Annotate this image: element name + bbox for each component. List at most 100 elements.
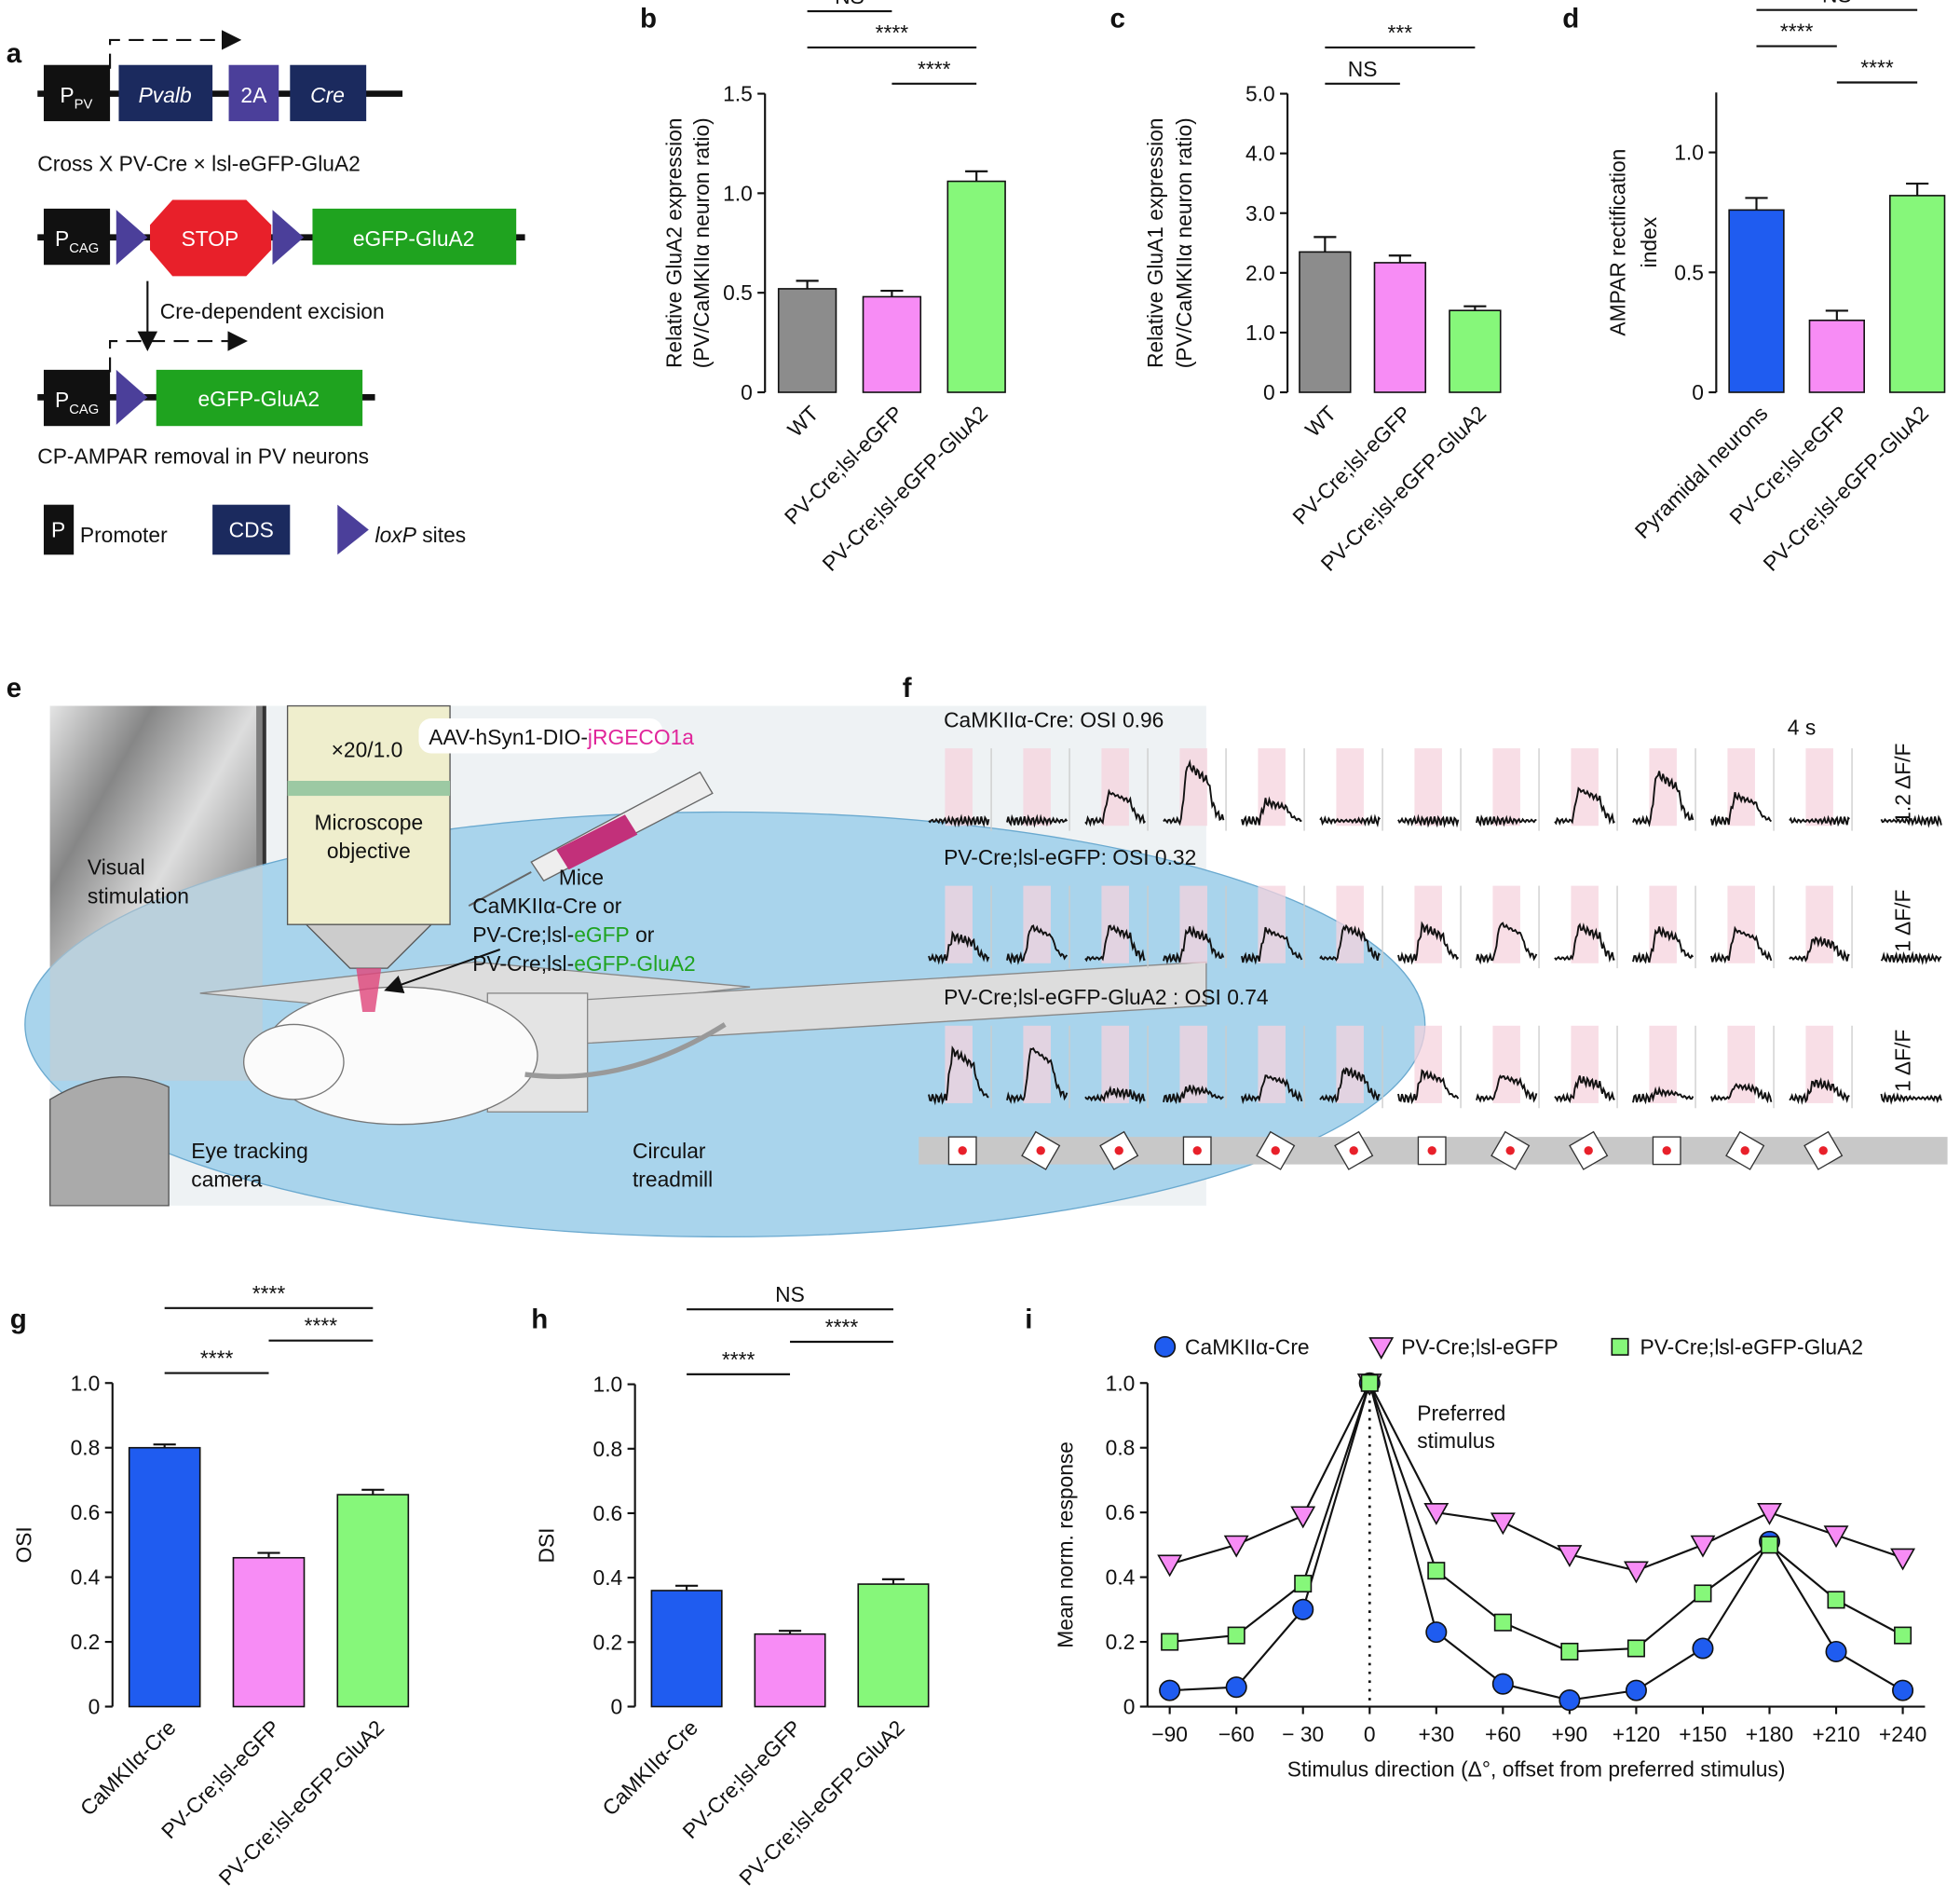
annotation: stimulus bbox=[1417, 1428, 1495, 1453]
y-axis-label: AMPAR rectification bbox=[1605, 149, 1629, 336]
arrow bbox=[109, 331, 248, 373]
legend-label: CaMKIIα-Cre bbox=[1185, 1334, 1310, 1359]
y-tick-label: 0.6 bbox=[1106, 1500, 1136, 1524]
label: objective bbox=[327, 839, 411, 863]
stimulus-window bbox=[1336, 885, 1364, 963]
error-bar bbox=[796, 280, 819, 289]
y-tick-label: 1.0 bbox=[71, 1371, 101, 1395]
x-tick-label: +60 bbox=[1485, 1722, 1521, 1746]
y-tick-label: 0.6 bbox=[71, 1500, 101, 1524]
stimulus-arrow bbox=[1114, 1146, 1123, 1155]
trace bbox=[1163, 758, 1225, 827]
significance-label: **** bbox=[305, 1314, 338, 1338]
legend-box bbox=[43, 504, 75, 555]
significance-label: **** bbox=[200, 1346, 234, 1370]
y-tick-label: 0 bbox=[1263, 380, 1275, 404]
error-bar bbox=[153, 1443, 176, 1448]
y-tick-label: 1.0 bbox=[723, 181, 753, 205]
stimulus-window bbox=[1336, 748, 1364, 827]
stimulus-window bbox=[945, 748, 973, 827]
bar bbox=[336, 1494, 410, 1708]
bar bbox=[946, 180, 1006, 393]
legend-text: loxP sites bbox=[375, 523, 467, 547]
trace bbox=[1476, 813, 1537, 827]
stimulus-arrow bbox=[958, 1146, 967, 1155]
p: P bbox=[60, 83, 74, 107]
trace bbox=[1397, 1069, 1460, 1105]
bar bbox=[128, 1446, 201, 1708]
significance-label: **** bbox=[825, 1315, 859, 1339]
bar bbox=[862, 295, 922, 393]
y-tick-label: 0 bbox=[611, 1695, 623, 1719]
stimulus-window bbox=[1492, 748, 1520, 827]
promoter: PCAG bbox=[55, 388, 99, 417]
bar bbox=[1888, 195, 1946, 393]
x-tick-label: − 30 bbox=[1282, 1722, 1324, 1746]
stimulus-window bbox=[1336, 1025, 1364, 1103]
stimulus-window bbox=[1727, 748, 1755, 827]
x-tick-label: CaMKIIα-Cre bbox=[75, 1715, 181, 1821]
label: Mice bbox=[559, 865, 604, 889]
bar bbox=[650, 1590, 723, 1708]
marker bbox=[1427, 1562, 1446, 1580]
stimulus-window bbox=[1492, 1025, 1520, 1103]
trace bbox=[1632, 1086, 1695, 1105]
marker bbox=[1360, 1373, 1379, 1392]
y-tick-label: 1.0 bbox=[1245, 321, 1275, 345]
marker bbox=[1623, 1561, 1649, 1584]
y-tick-label: 1.0 bbox=[1674, 141, 1704, 165]
loxp: loxP bbox=[375, 523, 417, 547]
bar bbox=[754, 1633, 826, 1708]
promoter-box bbox=[43, 64, 111, 122]
y-tick-label: 5.0 bbox=[1245, 82, 1275, 106]
x-tick-label: −90 bbox=[1151, 1722, 1188, 1746]
y-tick-label: 0.2 bbox=[71, 1630, 101, 1654]
trace bbox=[1632, 771, 1695, 827]
label: Eye tracking bbox=[191, 1139, 308, 1163]
annotation: Preferred bbox=[1417, 1400, 1505, 1425]
needle bbox=[468, 870, 532, 907]
x-tick-label: +240 bbox=[1879, 1722, 1926, 1746]
arrow bbox=[384, 949, 501, 993]
trace bbox=[1084, 924, 1146, 963]
marker bbox=[1154, 1335, 1177, 1358]
stimulus-window bbox=[1414, 748, 1442, 827]
marker bbox=[1560, 1642, 1579, 1661]
stimulus-window bbox=[1023, 1025, 1051, 1103]
cds bbox=[228, 64, 279, 122]
legend-label: PV-Cre;lsl-eGFP bbox=[1401, 1334, 1558, 1359]
y-tick-label: 0.5 bbox=[1674, 260, 1704, 284]
x-tick-label: Pyramidal neurons bbox=[1630, 401, 1773, 543]
y-tick-label: 0 bbox=[88, 1695, 101, 1719]
x-tick-label: PV-Cre;lsl-eGFP-GluA2 bbox=[1758, 401, 1933, 576]
y-tick-label: 0 bbox=[1123, 1695, 1136, 1719]
marker bbox=[1892, 1679, 1914, 1701]
stimulus-window bbox=[1258, 1025, 1286, 1103]
stimulus-arrow bbox=[1192, 1146, 1202, 1155]
trace bbox=[1006, 1046, 1068, 1104]
trace bbox=[1084, 1085, 1146, 1105]
panel-label: g bbox=[10, 1304, 27, 1334]
panel-label: i bbox=[1025, 1304, 1032, 1334]
loxp bbox=[116, 369, 148, 425]
label: Circular bbox=[633, 1139, 706, 1163]
marker bbox=[1827, 1591, 1845, 1609]
error-bar bbox=[965, 170, 988, 182]
t: eGFP-GluA2 bbox=[574, 951, 696, 976]
baseline-trace bbox=[1880, 1091, 1942, 1105]
y-tick-label: 1.0 bbox=[593, 1373, 623, 1397]
trace bbox=[1163, 924, 1225, 964]
trace bbox=[1397, 813, 1460, 828]
marker bbox=[1225, 1676, 1247, 1699]
marker bbox=[1890, 1548, 1916, 1571]
panel-label: h bbox=[531, 1304, 548, 1334]
trace bbox=[1710, 1082, 1773, 1104]
stimulus-arrow bbox=[1740, 1146, 1749, 1155]
t: eGFP bbox=[574, 922, 630, 947]
marker bbox=[1760, 1536, 1779, 1554]
trace bbox=[1554, 1075, 1615, 1104]
error-bar bbox=[361, 1488, 385, 1496]
series-line bbox=[1169, 1379, 1904, 1653]
significance-label: *** bbox=[1388, 20, 1413, 45]
p: P bbox=[55, 388, 69, 412]
